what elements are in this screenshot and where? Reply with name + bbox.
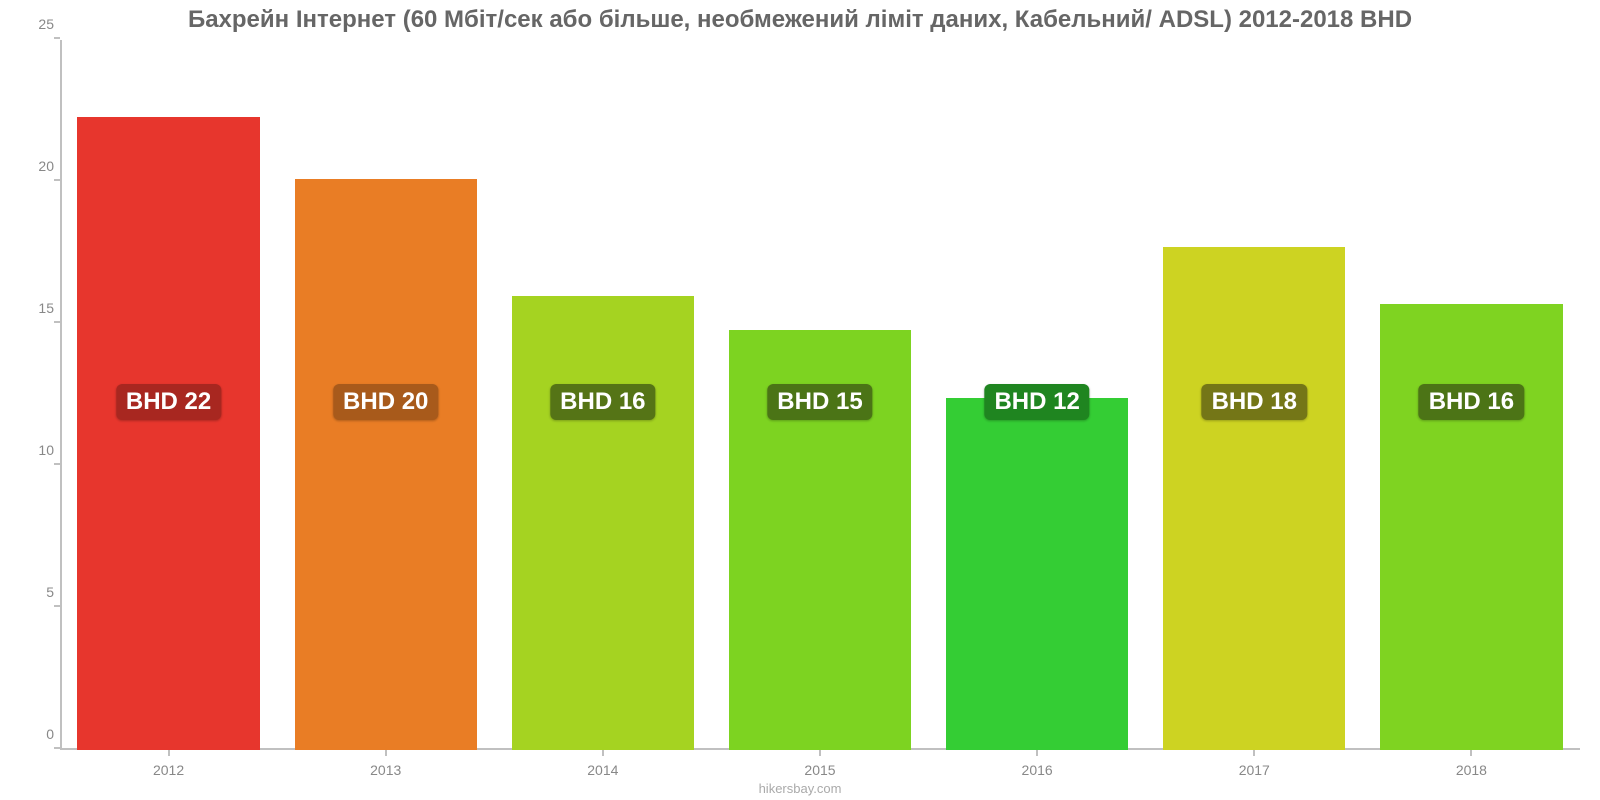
x-tick-label: 2014 [587, 762, 618, 778]
x-tick-mark [1253, 750, 1255, 756]
x-tick-label: 2016 [1022, 762, 1053, 778]
bar [512, 296, 694, 750]
y-tick-label: 5 [20, 584, 54, 600]
bar-value-label: BHD 20 [333, 384, 438, 420]
bar-value-label: BHD 15 [767, 384, 872, 420]
bar-slot: BHD 202013 [277, 40, 494, 750]
chart-container: Бахрейн Інтернет (60 Мбіт/сек або більше… [0, 0, 1600, 800]
y-tick-mark [54, 463, 60, 465]
y-tick-mark [54, 605, 60, 607]
x-tick-label: 2017 [1239, 762, 1270, 778]
bar-value-label: BHD 16 [1419, 384, 1524, 420]
x-tick-mark [1036, 750, 1038, 756]
bar-slot: BHD 122016 [929, 40, 1146, 750]
bar [295, 179, 477, 750]
x-tick-mark [819, 750, 821, 756]
plot-area: BHD 222012BHD 202013BHD 162014BHD 152015… [60, 40, 1580, 750]
y-tick-mark [54, 747, 60, 749]
bar-value-label: BHD 22 [116, 384, 221, 420]
bar [1380, 304, 1562, 750]
attribution: hikersbay.com [0, 781, 1600, 796]
y-tick-label: 20 [20, 158, 54, 174]
y-tick-mark [54, 179, 60, 181]
y-tick-label: 0 [20, 726, 54, 742]
bar-slot: BHD 152015 [711, 40, 928, 750]
bar [946, 398, 1128, 750]
x-tick-mark [602, 750, 604, 756]
bar-slot: BHD 162018 [1363, 40, 1580, 750]
x-tick-label: 2012 [153, 762, 184, 778]
bar-value-label: BHD 12 [984, 384, 1089, 420]
x-tick-label: 2013 [370, 762, 401, 778]
y-tick-label: 15 [20, 300, 54, 316]
x-tick-mark [385, 750, 387, 756]
x-tick-label: 2015 [804, 762, 835, 778]
bar-value-label: BHD 18 [1202, 384, 1307, 420]
chart-title: Бахрейн Інтернет (60 Мбіт/сек або більше… [0, 6, 1600, 34]
bar [77, 117, 259, 750]
y-tick-mark [54, 321, 60, 323]
bar-slot: BHD 162014 [494, 40, 711, 750]
x-tick-label: 2018 [1456, 762, 1487, 778]
x-tick-mark [1470, 750, 1472, 756]
y-tick-mark [54, 37, 60, 39]
x-tick-mark [168, 750, 170, 756]
bar-slot: BHD 182017 [1146, 40, 1363, 750]
y-tick-label: 25 [20, 16, 54, 32]
bars-row: BHD 222012BHD 202013BHD 162014BHD 152015… [60, 40, 1580, 750]
bar-slot: BHD 222012 [60, 40, 277, 750]
y-tick-label: 10 [20, 442, 54, 458]
bar-value-label: BHD 16 [550, 384, 655, 420]
bar [1163, 247, 1345, 750]
